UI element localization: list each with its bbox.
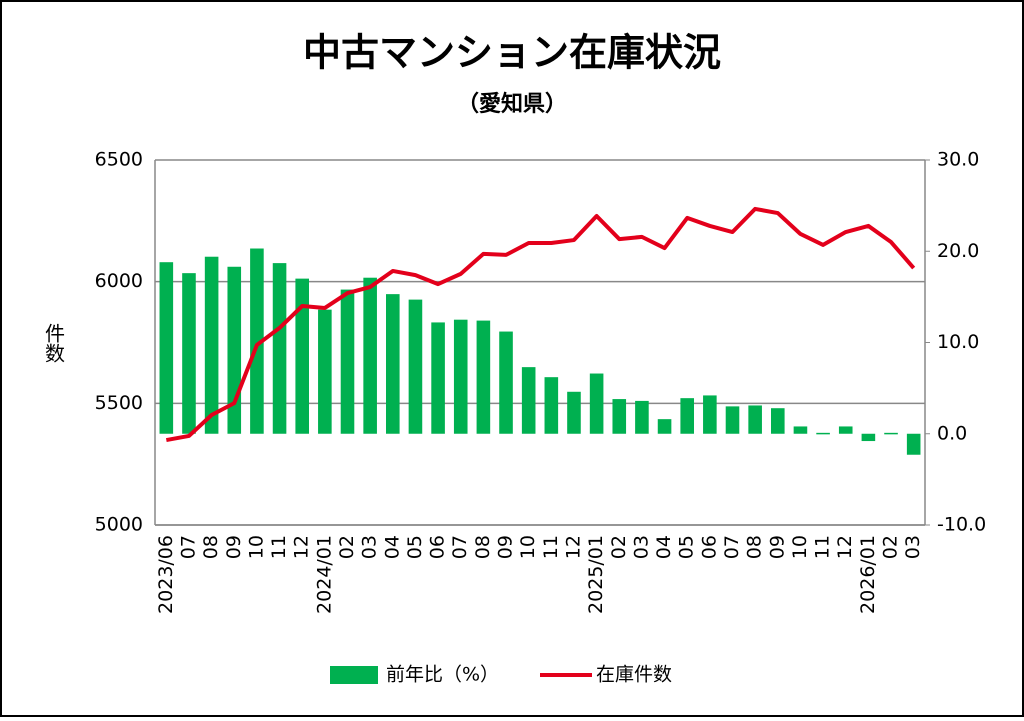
bar bbox=[295, 278, 309, 434]
x-tick-label: 2025/01 bbox=[585, 535, 607, 614]
x-tick-label: 09 bbox=[766, 535, 788, 559]
bar bbox=[499, 331, 513, 434]
bar bbox=[612, 399, 627, 434]
x-tick-label: 03 bbox=[902, 535, 924, 559]
bar bbox=[272, 263, 287, 434]
y-tick-label: 5500 bbox=[95, 392, 143, 414]
bar bbox=[340, 289, 355, 434]
y-axis-label: 件数 bbox=[42, 323, 66, 363]
x-tick-label: 2023/06 bbox=[155, 535, 177, 614]
x-tick-label: 05 bbox=[676, 535, 698, 559]
line bbox=[165, 206, 916, 443]
x-tick-label: 02 bbox=[336, 535, 358, 559]
x-tick-label: 08 bbox=[744, 535, 766, 559]
bar bbox=[182, 273, 196, 434]
y2-tick-label: -10.0 bbox=[937, 514, 986, 536]
bar bbox=[793, 426, 808, 434]
x-tick-label: 04 bbox=[381, 535, 403, 559]
x-tick-label: 06 bbox=[427, 535, 449, 559]
x-tick-label: 04 bbox=[653, 535, 675, 559]
legend-swatch bbox=[330, 666, 378, 684]
x-tick-label: 11 bbox=[268, 535, 290, 559]
bar bbox=[318, 309, 332, 434]
bar bbox=[703, 395, 717, 434]
x-tick-label: 11 bbox=[540, 535, 562, 559]
bar bbox=[771, 408, 785, 434]
x-tick-label: 03 bbox=[630, 535, 652, 559]
x-tick-label: 02 bbox=[608, 535, 630, 559]
bar bbox=[408, 299, 423, 434]
x-tick-label: 09 bbox=[223, 535, 245, 559]
bar bbox=[159, 262, 174, 434]
x-tick-label: 07 bbox=[177, 535, 199, 559]
x-tick-label: 10 bbox=[245, 535, 267, 559]
y-tick-label: 6000 bbox=[95, 270, 143, 292]
legend-label: 前年比（%） bbox=[386, 664, 499, 686]
x-tick-label: 11 bbox=[812, 535, 834, 559]
y2-tick-label: 0.0 bbox=[937, 422, 967, 444]
bar bbox=[431, 322, 445, 434]
bar bbox=[884, 432, 898, 435]
bar bbox=[363, 277, 377, 434]
x-tick-label: 10 bbox=[789, 535, 811, 559]
legend-label: 在庫件数 bbox=[596, 664, 672, 686]
bar bbox=[453, 319, 468, 434]
x-tick-label: 05 bbox=[404, 535, 426, 559]
y-tick-label: 5000 bbox=[95, 514, 143, 536]
bar bbox=[250, 248, 264, 434]
x-tick-label: 2024/01 bbox=[313, 535, 335, 614]
bar bbox=[521, 367, 536, 434]
x-tick-label: 08 bbox=[200, 535, 222, 559]
x-tick-label: 07 bbox=[449, 535, 471, 559]
bar bbox=[204, 256, 219, 434]
bar bbox=[476, 320, 491, 434]
x-tick-label: 12 bbox=[562, 535, 584, 559]
bar bbox=[680, 398, 694, 434]
y2-tick-label: 20.0 bbox=[937, 240, 979, 262]
bar bbox=[657, 419, 672, 434]
bar bbox=[816, 432, 830, 435]
bar bbox=[906, 433, 921, 455]
y2-tick-label: 30.0 bbox=[937, 149, 979, 171]
bar bbox=[386, 294, 400, 434]
bar bbox=[544, 377, 559, 434]
x-tick-label: 07 bbox=[721, 535, 743, 559]
bar bbox=[635, 400, 649, 434]
y2-tick-label: 10.0 bbox=[937, 331, 979, 353]
bar bbox=[589, 373, 604, 434]
x-tick-label: 08 bbox=[472, 535, 494, 559]
x-tick-label: 09 bbox=[495, 535, 517, 559]
chart-subtitle: （愛知県） bbox=[457, 91, 567, 117]
x-tick-label: 12 bbox=[291, 535, 313, 559]
bar bbox=[567, 391, 581, 434]
bar bbox=[227, 266, 242, 434]
bar bbox=[861, 433, 876, 442]
x-tick-label: 06 bbox=[698, 535, 720, 559]
bar bbox=[725, 406, 740, 434]
bar bbox=[838, 426, 853, 434]
y-tick-label: 6500 bbox=[95, 149, 143, 171]
x-tick-label: 03 bbox=[359, 535, 381, 559]
x-tick-label: 02 bbox=[880, 535, 902, 559]
x-tick-label: 2026/01 bbox=[857, 535, 879, 614]
x-tick-label: 12 bbox=[834, 535, 856, 559]
chart-title: 中古マンション在庫状況 bbox=[303, 31, 721, 75]
bar bbox=[748, 405, 762, 434]
x-tick-label: 10 bbox=[517, 535, 539, 559]
